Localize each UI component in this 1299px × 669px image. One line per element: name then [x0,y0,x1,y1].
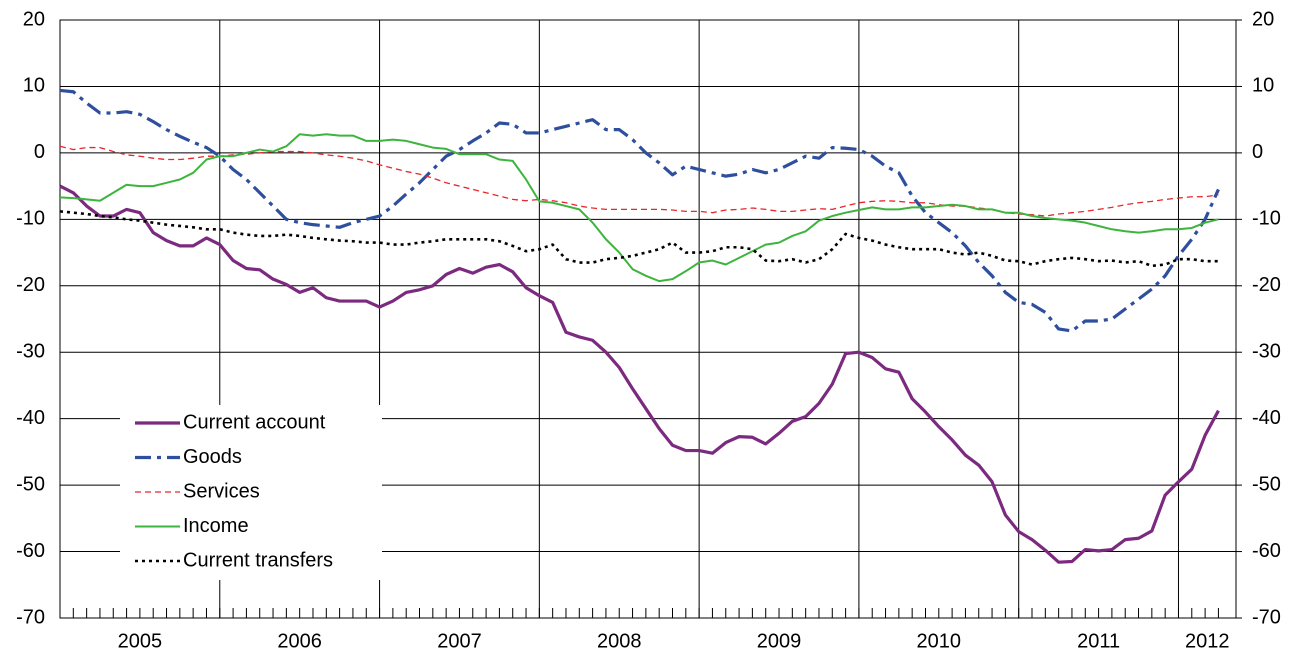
x-tick-label: 2009 [757,630,802,652]
legend-box [120,405,382,580]
y-tick-label: -10 [16,208,45,230]
series-line [59,184,1220,564]
y2-tick-label: 10 [1252,75,1274,97]
legend-label: Current transfers [183,549,333,571]
y2-tick-label: 0 [1252,141,1263,163]
y-tick-label: -20 [16,274,45,296]
x-tick-label: 2011 [1077,630,1120,652]
legend: Current account Goods Services Income Curren… [120,405,382,580]
y2-tick-label: -30 [1252,341,1281,363]
y-tick-label: 10 [23,75,45,97]
x-tick-label: 2012 [1185,630,1230,652]
y-tick-label: 20 [23,8,45,30]
series-line [59,133,1219,283]
x-tick-label: 2008 [597,630,642,652]
y-tick-label: -70 [16,606,45,628]
x-tick-label: 2010 [917,630,962,652]
y2-tick-label: -60 [1252,540,1281,562]
legend-label: Services [183,480,260,502]
y-tick-label: 0 [34,141,45,163]
y2-tick-label: -50 [1252,473,1281,495]
x-tick-label: 2005 [118,630,163,652]
legend-label: Current account [183,411,326,433]
legend-label: Goods [183,446,242,468]
y2-tick-label: 20 [1252,8,1274,30]
x-tick-label: 2007 [437,630,482,652]
plot-frame [59,19,1237,619]
y2-tick-label: -10 [1252,208,1281,230]
legend-label: Income [183,515,249,537]
series-line [59,145,1219,217]
y-tick-label: -60 [16,540,45,562]
y-tick-label: -50 [16,473,45,495]
x-tick-label: 2006 [277,630,322,652]
y2-tick-label: -70 [1252,606,1281,628]
y-tick-label: -40 [16,407,45,429]
y-tick-label: -30 [16,341,45,363]
series-line [59,88,1220,333]
y2-tick-label: -40 [1252,407,1281,429]
y2-tick-label: -20 [1252,274,1281,296]
